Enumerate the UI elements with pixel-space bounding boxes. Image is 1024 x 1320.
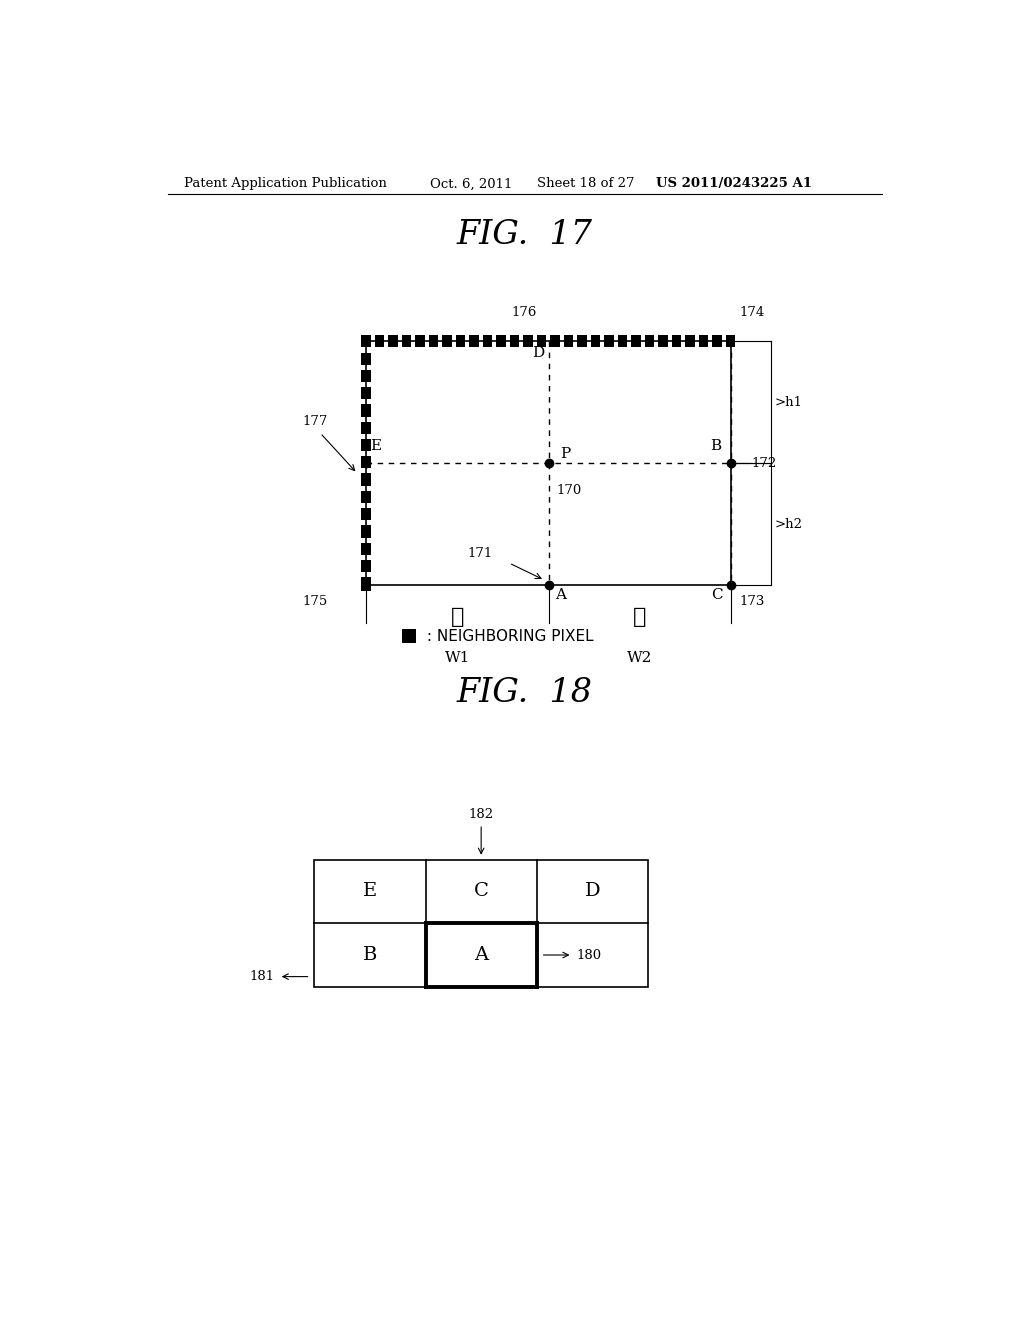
Text: W2: W2	[627, 651, 652, 665]
Bar	[314, 859, 648, 987]
Text: ⎴: ⎴	[451, 607, 464, 627]
Bar	[550, 335, 560, 347]
Text: >h2: >h2	[775, 517, 803, 531]
Bar	[416, 335, 425, 347]
Text: FIG.  18: FIG. 18	[457, 677, 593, 709]
Text: C: C	[712, 589, 723, 602]
Text: Oct. 6, 2011: Oct. 6, 2011	[430, 177, 512, 190]
Text: FIG.  17: FIG. 17	[457, 219, 593, 251]
Text: 176: 176	[511, 306, 537, 319]
Text: D: D	[532, 346, 545, 360]
Text: B: B	[362, 946, 377, 964]
Text: 175: 175	[303, 595, 328, 609]
Text: 182: 182	[469, 808, 494, 821]
Bar	[361, 491, 371, 503]
Text: A: A	[555, 589, 566, 602]
Bar	[361, 525, 371, 537]
Bar	[401, 630, 416, 643]
Bar	[591, 335, 600, 347]
Bar	[361, 370, 371, 381]
Bar	[361, 543, 371, 554]
Bar	[685, 335, 694, 347]
Text: 171: 171	[468, 546, 494, 560]
Text: ⎴: ⎴	[633, 607, 646, 627]
Text: 172: 172	[751, 457, 776, 470]
Text: W1: W1	[444, 651, 470, 665]
Bar	[375, 335, 384, 347]
Bar	[361, 508, 371, 520]
Text: E: E	[370, 440, 381, 453]
Text: 174: 174	[739, 306, 764, 319]
Bar	[361, 421, 371, 434]
Bar	[361, 440, 371, 451]
Text: C: C	[474, 883, 488, 900]
Bar	[361, 387, 371, 399]
Text: 177: 177	[303, 414, 328, 428]
Bar	[361, 577, 371, 589]
Text: : NEIGHBORING PIXEL: : NEIGHBORING PIXEL	[422, 628, 593, 644]
Text: D: D	[585, 883, 600, 900]
Bar	[658, 335, 668, 347]
Text: P: P	[560, 447, 570, 461]
Bar	[645, 335, 654, 347]
Bar	[429, 335, 438, 347]
Bar	[510, 335, 519, 347]
Bar	[698, 335, 709, 347]
Bar	[361, 457, 371, 469]
Bar	[442, 335, 452, 347]
Text: B: B	[711, 440, 722, 453]
Bar	[726, 335, 735, 347]
Bar	[497, 335, 506, 347]
Bar	[361, 352, 371, 364]
Bar	[361, 404, 371, 417]
Bar	[361, 335, 371, 347]
Bar	[604, 335, 613, 347]
Bar	[388, 335, 398, 347]
Bar	[523, 335, 532, 347]
Bar	[537, 335, 546, 347]
Bar	[401, 335, 412, 347]
Text: Sheet 18 of 27: Sheet 18 of 27	[537, 177, 634, 190]
Text: Patent Application Publication: Patent Application Publication	[183, 177, 386, 190]
Text: E: E	[362, 883, 377, 900]
Bar	[578, 335, 587, 347]
Bar	[361, 579, 371, 591]
Bar	[482, 335, 493, 347]
Text: 180: 180	[577, 949, 601, 961]
Bar	[367, 342, 731, 585]
Text: 170: 170	[557, 483, 582, 496]
Text: 181: 181	[250, 970, 274, 983]
Bar	[631, 335, 641, 347]
Text: 173: 173	[739, 595, 765, 609]
Bar	[712, 335, 722, 347]
Bar	[361, 474, 371, 486]
Text: >h1: >h1	[775, 396, 803, 409]
Text: A: A	[474, 946, 488, 964]
Bar	[617, 335, 627, 347]
Bar	[469, 335, 479, 347]
Bar	[672, 335, 681, 347]
Text: US 2011/0243225 A1: US 2011/0243225 A1	[655, 177, 812, 190]
Bar	[361, 560, 371, 572]
Bar	[563, 335, 573, 347]
Bar	[456, 335, 465, 347]
